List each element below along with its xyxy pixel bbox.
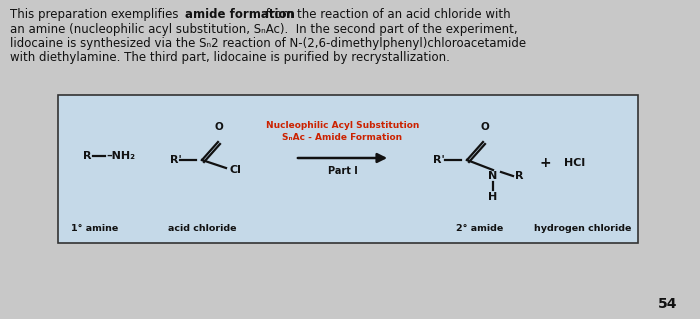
Text: with diethylamine. The third part, lidocaine is purified by recrystallization.: with diethylamine. The third part, lidoc… (10, 51, 450, 64)
Text: +: + (539, 156, 551, 170)
Text: lidocaine is synthesized via the Sₙ2 reaction of N-(2,6-dimethylphenyl)chloroace: lidocaine is synthesized via the Sₙ2 rea… (10, 37, 526, 50)
Text: acid chloride: acid chloride (168, 224, 237, 233)
Text: This preparation exemplifies: This preparation exemplifies (10, 8, 182, 21)
Text: N: N (489, 171, 498, 181)
Text: –NH₂: –NH₂ (106, 151, 135, 161)
Text: amide formation: amide formation (185, 8, 295, 21)
Text: R': R' (433, 155, 444, 165)
Bar (58, 95, 638, 243)
Text: H: H (489, 192, 498, 202)
Text: Nucleophilic Acyl Substitution: Nucleophilic Acyl Substitution (266, 121, 419, 130)
Text: O: O (481, 122, 489, 132)
Text: HCl: HCl (564, 158, 586, 168)
Text: R: R (515, 171, 524, 181)
Text: R: R (83, 151, 92, 161)
Text: 1° amine: 1° amine (71, 224, 118, 233)
Text: O: O (215, 122, 223, 132)
Text: 54: 54 (658, 297, 678, 311)
Text: an amine (nucleophilic acyl substitution, SₙAc).  In the second part of the expe: an amine (nucleophilic acyl substitution… (10, 23, 517, 35)
Text: SₙAc - Amide Formation: SₙAc - Amide Formation (282, 133, 402, 142)
Text: 2° amide: 2° amide (456, 224, 503, 233)
Text: Part I: Part I (328, 166, 358, 176)
Text: hydrogen chloride: hydrogen chloride (534, 224, 631, 233)
Text: from the reaction of an acid chloride with: from the reaction of an acid chloride wi… (262, 8, 510, 21)
Text: R': R' (170, 155, 182, 165)
Text: Cl: Cl (229, 165, 241, 175)
